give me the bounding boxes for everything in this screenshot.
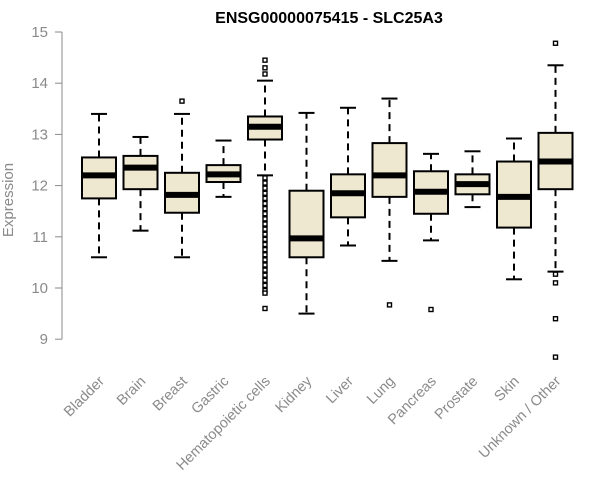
outlier-point bbox=[262, 241, 268, 248]
box-unknown-other bbox=[537, 40, 574, 360]
outlier-point bbox=[262, 252, 268, 258]
box-iqr bbox=[122, 154, 159, 191]
outlier-point bbox=[262, 200, 268, 207]
outlier-point bbox=[552, 316, 559, 322]
outlier-point bbox=[262, 185, 268, 191]
box-iqr bbox=[371, 142, 408, 198]
outlier-point bbox=[262, 211, 268, 217]
box-liver bbox=[330, 106, 366, 247]
box-brain bbox=[122, 135, 159, 232]
y-tick-label: 12 bbox=[31, 178, 48, 195]
chart-title: ENSG00000075415 - SLC25A3 bbox=[215, 10, 443, 27]
y-axis: 9 10 11 12 13 14 15 bbox=[31, 24, 63, 348]
outlier-point bbox=[262, 221, 268, 227]
x-tick-label: Lung bbox=[364, 374, 398, 408]
outlier-point bbox=[262, 267, 268, 273]
box-iqr bbox=[288, 189, 325, 259]
outlier-point bbox=[262, 65, 268, 71]
outlier-point bbox=[428, 306, 434, 313]
y-tick-label: 13 bbox=[31, 126, 48, 143]
outlier-point bbox=[262, 282, 268, 289]
box-breast bbox=[164, 98, 200, 259]
outlier-point bbox=[262, 277, 268, 284]
box-series bbox=[81, 40, 574, 360]
outlier-point bbox=[262, 236, 268, 243]
y-tick-label: 15 bbox=[31, 24, 48, 41]
outlier-point bbox=[552, 354, 559, 360]
outlier-point bbox=[262, 205, 268, 212]
box-skin bbox=[496, 137, 532, 281]
outlier-point bbox=[262, 175, 268, 181]
outlier-point bbox=[262, 262, 268, 268]
x-tick-label: Breast bbox=[150, 374, 191, 415]
outlier-point bbox=[262, 57, 268, 63]
outlier-point bbox=[552, 271, 559, 277]
box-lung bbox=[371, 97, 408, 308]
outlier-point bbox=[262, 272, 268, 278]
outlier-point bbox=[179, 98, 185, 104]
outlier-point bbox=[262, 305, 268, 312]
y-tick-label: 10 bbox=[31, 280, 48, 297]
x-tick-label: Skin bbox=[492, 374, 523, 405]
outlier-point bbox=[262, 216, 268, 222]
y-tick-label: 11 bbox=[32, 229, 48, 246]
x-tick-label: Kidney bbox=[273, 373, 316, 416]
outlier-point bbox=[262, 180, 268, 186]
x-tick-label: Bladder bbox=[61, 373, 108, 420]
box-gastric bbox=[205, 139, 242, 198]
box-hematopoietic-cells bbox=[247, 57, 283, 312]
outlier-point bbox=[262, 290, 268, 296]
box-prostate bbox=[454, 150, 491, 209]
outlier-point bbox=[552, 40, 559, 46]
outlier-point bbox=[552, 280, 559, 286]
outlier-point bbox=[262, 190, 268, 196]
outlier-point bbox=[262, 231, 268, 237]
outlier-point bbox=[262, 246, 268, 253]
outlier-point bbox=[262, 195, 268, 202]
y-tick-label: 14 bbox=[31, 75, 48, 92]
x-tick-label: Brain bbox=[114, 374, 149, 409]
y-tick-label: 9 bbox=[40, 331, 48, 348]
x-tick-label: Prostate bbox=[432, 374, 481, 423]
outlier-point bbox=[262, 71, 268, 77]
outlier-point bbox=[262, 226, 268, 232]
box-bladder bbox=[81, 112, 117, 259]
y-axis-label: Expression bbox=[0, 163, 17, 237]
outlier-point bbox=[262, 257, 268, 263]
box-kidney bbox=[288, 111, 325, 315]
outlier-point bbox=[386, 302, 393, 308]
x-tick-label: Liver bbox=[323, 373, 357, 407]
box-pancreas bbox=[413, 152, 449, 313]
